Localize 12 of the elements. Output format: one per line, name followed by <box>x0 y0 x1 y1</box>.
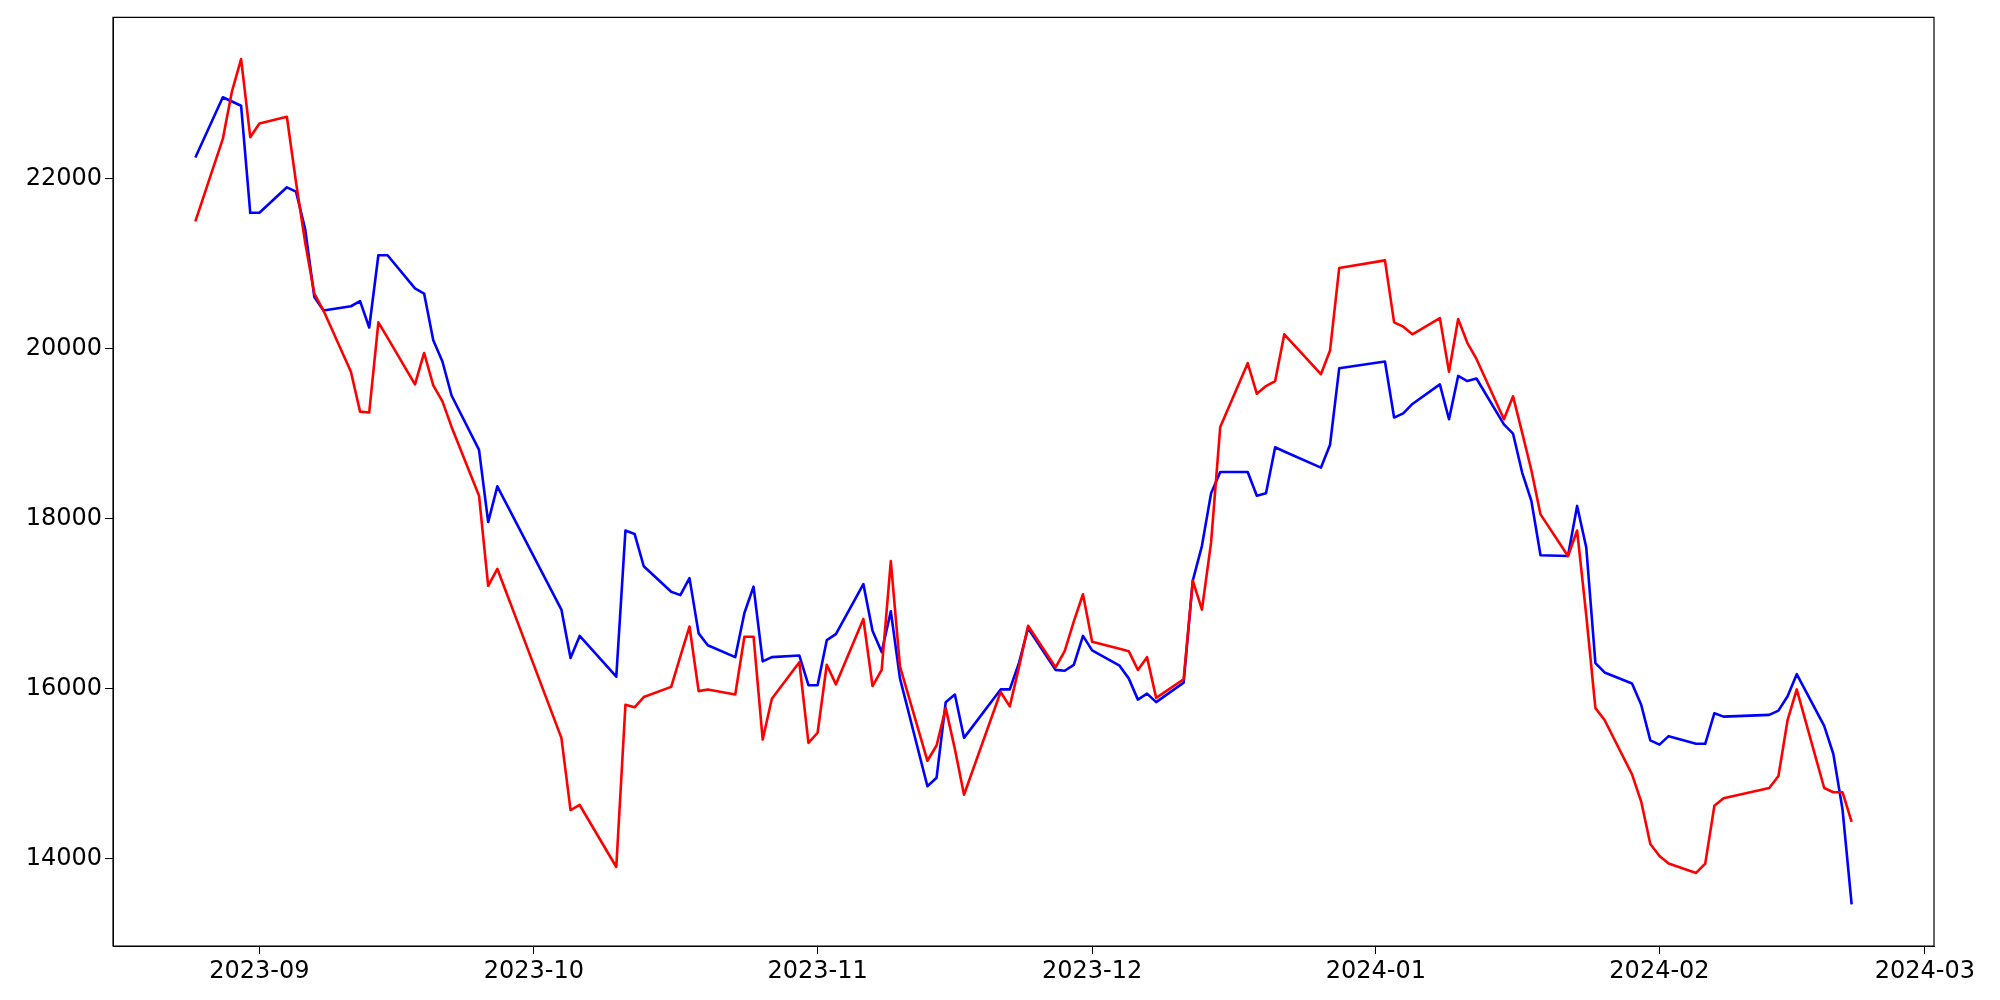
x-tick-label: 2023-10 <box>483 955 585 984</box>
y-tick-label: 22000 <box>25 163 102 192</box>
x-tick-label: 2023-11 <box>767 955 868 984</box>
y-tick-label: 16000 <box>25 672 102 701</box>
y-tick-label: 18000 <box>25 502 102 531</box>
x-tick-label: 2024-02 <box>1609 955 1710 984</box>
y-tick-label: 14000 <box>25 842 102 871</box>
x-tick-label: 2024-03 <box>1874 955 1975 984</box>
x-tick-label: 2023-09 <box>209 955 310 984</box>
x-tick-label: 2023-12 <box>1041 955 1143 984</box>
y-tick-label: 20000 <box>25 332 102 361</box>
x-tick-label: 2024-01 <box>1325 955 1426 984</box>
